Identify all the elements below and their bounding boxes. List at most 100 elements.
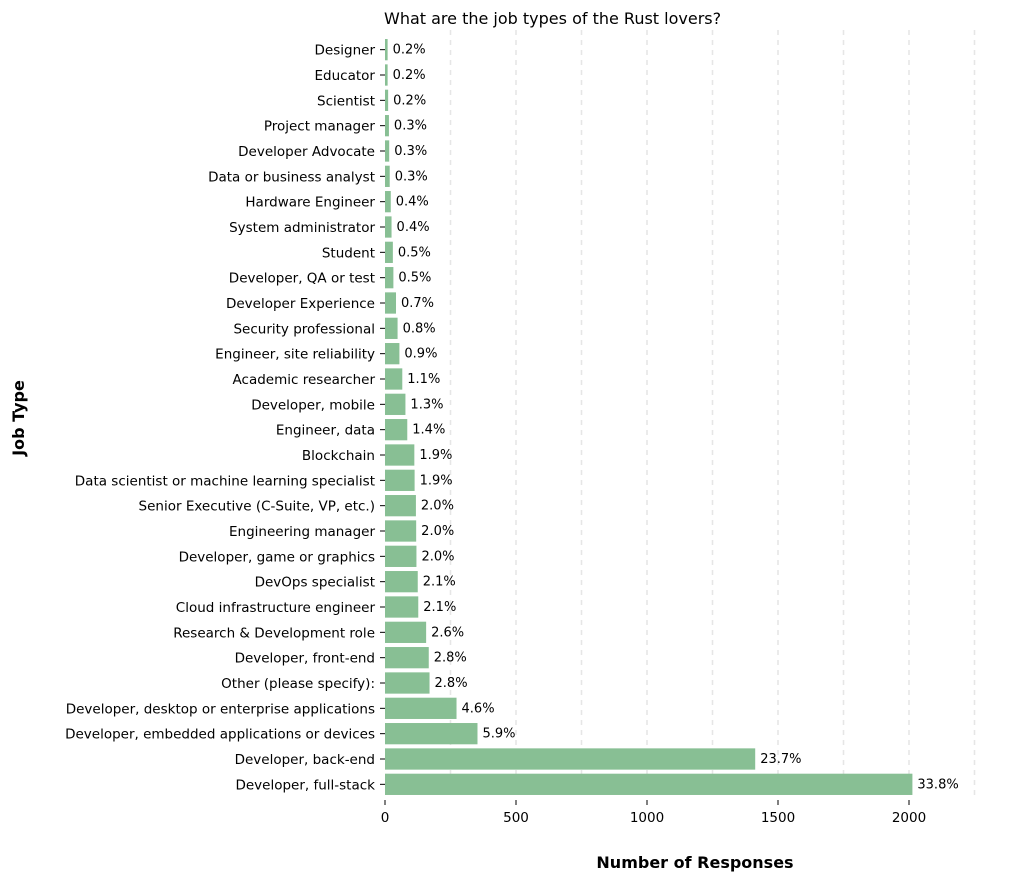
- y-tick-label: Security professional: [233, 321, 375, 337]
- data-label: 1.1%: [407, 372, 440, 387]
- y-tick-label: Research & Development role: [173, 625, 375, 641]
- bar: [385, 89, 389, 111]
- bar: [385, 621, 427, 643]
- y-tick-label: Other (please specify):: [221, 676, 375, 692]
- bar: [385, 419, 408, 441]
- data-label: 0.2%: [393, 43, 426, 58]
- data-label: 0.4%: [396, 195, 429, 210]
- x-tick-label: 2000: [892, 810, 926, 826]
- data-label: 1.3%: [410, 397, 443, 412]
- y-tick-label: Developer, game or graphics: [179, 549, 375, 565]
- data-label: 0.2%: [393, 68, 426, 83]
- y-tick-label: System administrator: [229, 220, 375, 236]
- data-label: 1.9%: [419, 448, 452, 463]
- y-tick-label: Developer, embedded applications or devi…: [65, 727, 375, 743]
- bar: [385, 292, 397, 314]
- y-tick-label: Educator: [315, 68, 376, 84]
- data-label: 0.3%: [394, 144, 427, 159]
- bar: [385, 140, 390, 162]
- bar: [385, 723, 478, 745]
- bar: [385, 697, 457, 719]
- y-tick-label: Data or business analyst: [208, 169, 375, 185]
- x-tick-label: 0: [381, 810, 390, 826]
- data-label: 0.3%: [394, 119, 427, 134]
- y-tick-label: Developer, QA or test: [229, 271, 375, 287]
- y-tick-label: Developer, front-end: [235, 651, 375, 667]
- data-label: 0.8%: [403, 321, 436, 336]
- bar: [385, 368, 403, 390]
- y-tick-label: Developer, full-stack: [235, 777, 375, 793]
- data-label: 23.7%: [760, 752, 801, 767]
- y-tick-label: Student: [322, 245, 375, 261]
- y-tick-label: Scientist: [317, 93, 375, 109]
- bar: [385, 571, 418, 593]
- data-label: 0.5%: [398, 245, 431, 260]
- data-label: 0.3%: [395, 169, 428, 184]
- y-tick-label: Academic researcher: [233, 372, 376, 388]
- y-tick-label: Project manager: [264, 119, 376, 135]
- y-tick-label: Engineer, data: [276, 423, 375, 439]
- y-tick-label: Developer Advocate: [238, 144, 375, 160]
- bar: [385, 596, 419, 618]
- x-axis-label: Number of Responses: [596, 853, 793, 872]
- bar: [385, 241, 393, 263]
- y-tick-label: DevOps specialist: [255, 575, 375, 591]
- y-tick-label: Blockchain: [302, 448, 375, 464]
- bars: [385, 39, 913, 795]
- bar: [385, 64, 388, 86]
- data-label: 2.0%: [421, 524, 454, 539]
- data-label: 2.0%: [421, 549, 454, 564]
- y-tick-label: Developer, back-end: [235, 752, 375, 768]
- y-axis-categories: Designer Educator Scientist Project manager…: [65, 43, 385, 793]
- bar: [385, 115, 389, 137]
- data-label: 1.4%: [412, 423, 445, 438]
- y-tick-label: Data scientist or machine learning speci…: [75, 473, 375, 489]
- bar: [385, 343, 400, 365]
- bar: [385, 165, 390, 187]
- data-label: 4.6%: [462, 701, 495, 716]
- data-label: 0.5%: [398, 271, 431, 286]
- bar: [385, 469, 415, 491]
- data-label: 2.8%: [434, 651, 467, 666]
- y-axis-label: Job Type: [9, 380, 28, 457]
- data-label: 2.6%: [431, 625, 464, 640]
- bar: [385, 495, 416, 517]
- bar: [385, 647, 429, 669]
- data-label: 0.7%: [401, 296, 434, 311]
- bar: [385, 267, 394, 289]
- y-tick-label: Engineer, site reliability: [215, 347, 375, 363]
- bar: [385, 444, 415, 466]
- data-label: 2.1%: [423, 575, 456, 590]
- bar: [385, 191, 391, 213]
- y-tick-label: Cloud infrastructure engineer: [176, 600, 376, 616]
- bar: [385, 317, 398, 339]
- data-label: 2.0%: [421, 499, 454, 514]
- grid-lines: [449, 30, 976, 800]
- y-tick-label: Developer, mobile: [251, 397, 375, 413]
- data-label: 0.4%: [397, 220, 430, 235]
- data-label: 0.9%: [404, 347, 437, 362]
- y-tick-label: Hardware Engineer: [245, 195, 375, 211]
- bar: [385, 748, 756, 770]
- data-label: 2.1%: [423, 600, 456, 615]
- data-label: 2.8%: [435, 676, 468, 691]
- bar: [385, 773, 913, 795]
- bar: [385, 520, 417, 542]
- y-tick-label: Developer, desktop or enterprise applica…: [66, 701, 375, 717]
- y-tick-label: Designer: [315, 43, 376, 59]
- x-tick-label: 1500: [761, 810, 795, 826]
- data-label: 1.9%: [420, 473, 453, 488]
- data-label: 33.8%: [917, 777, 958, 792]
- data-labels: 0.2% 0.2% 0.2% 0.3% 0.3% 0.3% 0.4% 0.4% 0.5% 0.5%…: [393, 43, 959, 793]
- x-axis-ticks: 0 500 1000 1500 2000: [381, 800, 926, 826]
- data-label: 5.9%: [482, 727, 515, 742]
- bar: [385, 39, 388, 61]
- y-tick-label: Senior Executive (C-Suite, VP, etc.): [139, 499, 375, 515]
- x-tick-label: 500: [503, 810, 529, 826]
- data-label: 0.2%: [393, 93, 426, 108]
- y-tick-label: Developer Experience: [226, 296, 375, 312]
- chart-title: What are the job types of the Rust lover…: [384, 9, 721, 28]
- bar: [385, 545, 417, 567]
